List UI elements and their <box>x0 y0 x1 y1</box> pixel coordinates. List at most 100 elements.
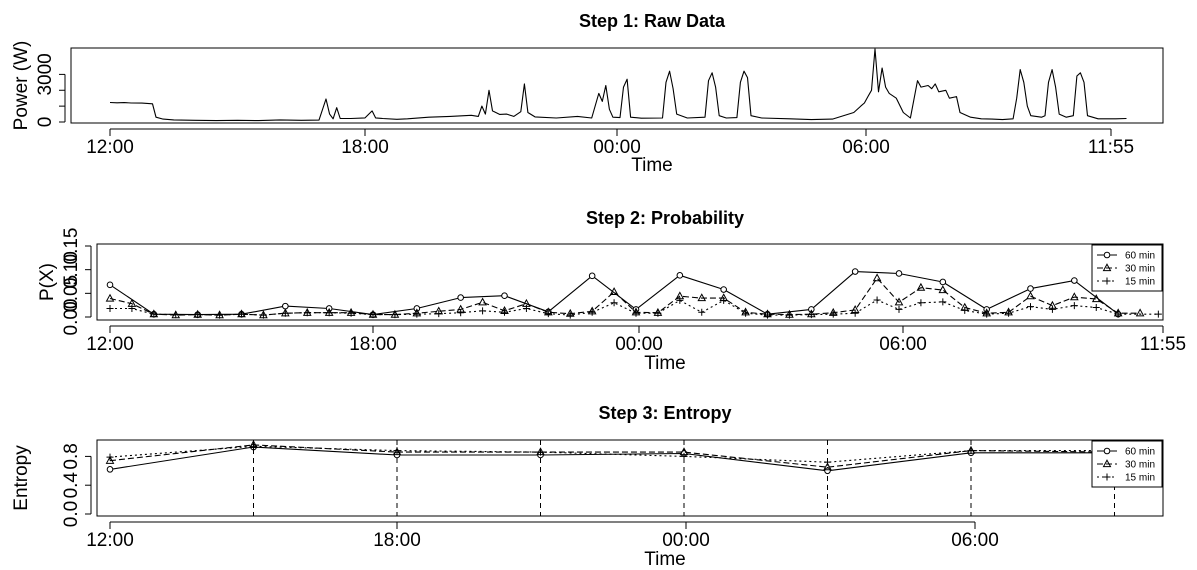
panel-3-y-tick-label: 0.8 <box>61 443 82 469</box>
panel-2-point-15min <box>1048 305 1056 313</box>
panel-2-point-30min <box>916 282 926 291</box>
panel-3-frame <box>96 439 1164 517</box>
panel-2-point-60min <box>676 272 684 279</box>
panel-2-point-15min <box>479 307 487 315</box>
panel-2-point-30min <box>872 273 882 282</box>
panel-2-point-30min <box>894 297 904 306</box>
panel-3-point-15min <box>967 447 975 455</box>
panel-2-point-60min <box>1071 277 1078 284</box>
panel-3-x-tick-label: 12:00 <box>86 530 134 551</box>
panel-2-point-60min <box>501 292 508 300</box>
panel-2-point-15min <box>785 311 793 319</box>
panel-2-point-60min <box>106 281 114 289</box>
panel-2-point-15min <box>281 309 289 317</box>
panel-2-legend-symbol <box>1103 277 1111 285</box>
panel-3-point-15min <box>106 453 114 461</box>
panel-3-legend-symbol <box>1103 447 1111 455</box>
panel-2-series-line-60min <box>109 271 1119 316</box>
panel-3-legend-label: 15 min <box>1125 473 1155 484</box>
panel-3-y-axis-label: Entropy <box>11 445 32 511</box>
panel-2-point-30min <box>697 293 707 302</box>
panel-2-point-15min <box>259 311 267 319</box>
panel-2-y-tick-label: 0.05 <box>61 275 82 312</box>
panel-2-point-15min <box>873 296 881 304</box>
panel-2-point-15min <box>1070 302 1078 310</box>
panel-1-series-line <box>109 48 1127 122</box>
panel-2-point-60min <box>720 286 727 293</box>
panel-2-point-15min <box>720 296 728 304</box>
panel-3-x-tick-label: 18:00 <box>373 530 421 551</box>
panel-2-point-60min <box>588 272 596 280</box>
panel-2-point-15min <box>632 309 640 317</box>
panel-2-point-15min <box>588 308 596 316</box>
panel-2-point-15min <box>1005 309 1013 317</box>
panel-3-point-15min <box>537 448 544 456</box>
panel-1-y-tick-label: 0 <box>35 117 56 128</box>
panel-2-point-30min <box>1091 294 1101 303</box>
panel-2-legend-symbol <box>1103 251 1111 259</box>
panel-2-point-15min <box>501 308 508 316</box>
panel-3-legend <box>1091 440 1163 488</box>
panel-2-legend-label: 15 min <box>1125 277 1155 288</box>
panel-2-y-tick-label: 0.15 <box>61 228 82 265</box>
panel-2-point-15min <box>983 310 991 318</box>
panel-1-y-tick-label: 3000 <box>35 53 56 95</box>
panel-2-point-15min <box>347 309 355 317</box>
panel-2-series-line-15min <box>110 299 1159 316</box>
panel-2-point-15min <box>939 298 947 306</box>
panel-2-x-tick-label: 11:55 <box>1140 334 1186 355</box>
panel-2-point-15min <box>1154 310 1162 318</box>
panel-2-point-15min <box>895 305 903 313</box>
panel-2-point-15min <box>128 304 136 312</box>
panel-2-legend <box>1091 244 1163 292</box>
panel-2-y-axis-label: P(X) <box>37 263 58 301</box>
panel-2-point-15min <box>413 310 421 318</box>
panel-1-x-axis-label: Time <box>631 155 673 176</box>
panel-2-point-15min <box>303 309 311 317</box>
panel-2-point-60min <box>851 268 859 275</box>
panel-2-x-tick-label: 00:00 <box>615 334 663 355</box>
panel-2-point-30min <box>1135 308 1145 317</box>
panel-2-frame <box>96 243 1164 321</box>
panel-1-title: Step 1: Raw Data <box>579 11 726 31</box>
panel-1-x-tick-label: 06:00 <box>842 137 890 158</box>
panel-2-point-15min <box>764 311 771 319</box>
panel-3-y-tick-label: 0.0 <box>61 501 82 527</box>
panel-2-point-15min <box>829 310 837 318</box>
panel-2-x-tick-label: 18:00 <box>349 334 397 355</box>
panel-3-y-tick-label: 0.4 <box>61 472 82 499</box>
panel-2-point-15min <box>851 309 859 317</box>
panel-2-legend-label: 60 min <box>1125 251 1155 262</box>
panel-2-series-line-30min <box>109 277 1141 316</box>
panel-3-point-30min <box>392 447 402 456</box>
panel-2-x-tick-label: 12:00 <box>86 334 134 355</box>
panel-2-point-30min <box>478 297 487 306</box>
panel-2-point-15min <box>435 310 443 318</box>
panel-2-x-axis-label: Time <box>644 353 686 374</box>
panel-2-point-30min <box>1026 291 1035 300</box>
panel-2-point-15min <box>698 308 706 316</box>
panel-3-point-60min <box>824 467 831 475</box>
panel-2-point-15min <box>1114 310 1122 318</box>
panel-3-x-tick-label: 06:00 <box>951 530 999 551</box>
panel-2-point-15min <box>742 309 750 317</box>
panel-2-point-15min <box>544 310 552 318</box>
panel-2-point-15min <box>807 311 815 319</box>
panel-2-x-tick-label: 06:00 <box>879 334 927 355</box>
panel-2-point-15min <box>1027 303 1034 311</box>
panel-1-x-tick-label: 11:55 <box>1088 137 1134 158</box>
panel-1-x-tick-label: 12:00 <box>86 137 134 158</box>
panel-3-series-line-60min <box>109 446 1115 472</box>
panel-2-point-60min <box>1027 285 1034 292</box>
panel-3-point-30min <box>105 455 115 464</box>
panel-1-x-tick-label: 18:00 <box>341 137 389 158</box>
panel-2-point-15min <box>369 311 377 319</box>
panel-3-x-axis-label: Time <box>644 549 686 570</box>
panel-2-point-60min <box>457 294 464 301</box>
panel-2-point-15min <box>238 310 245 318</box>
panel-2-point-15min <box>676 296 684 304</box>
panel-2-point-30min <box>1069 292 1079 301</box>
panel-2-point-15min <box>391 311 399 319</box>
panel-2-point-15min <box>457 309 465 317</box>
